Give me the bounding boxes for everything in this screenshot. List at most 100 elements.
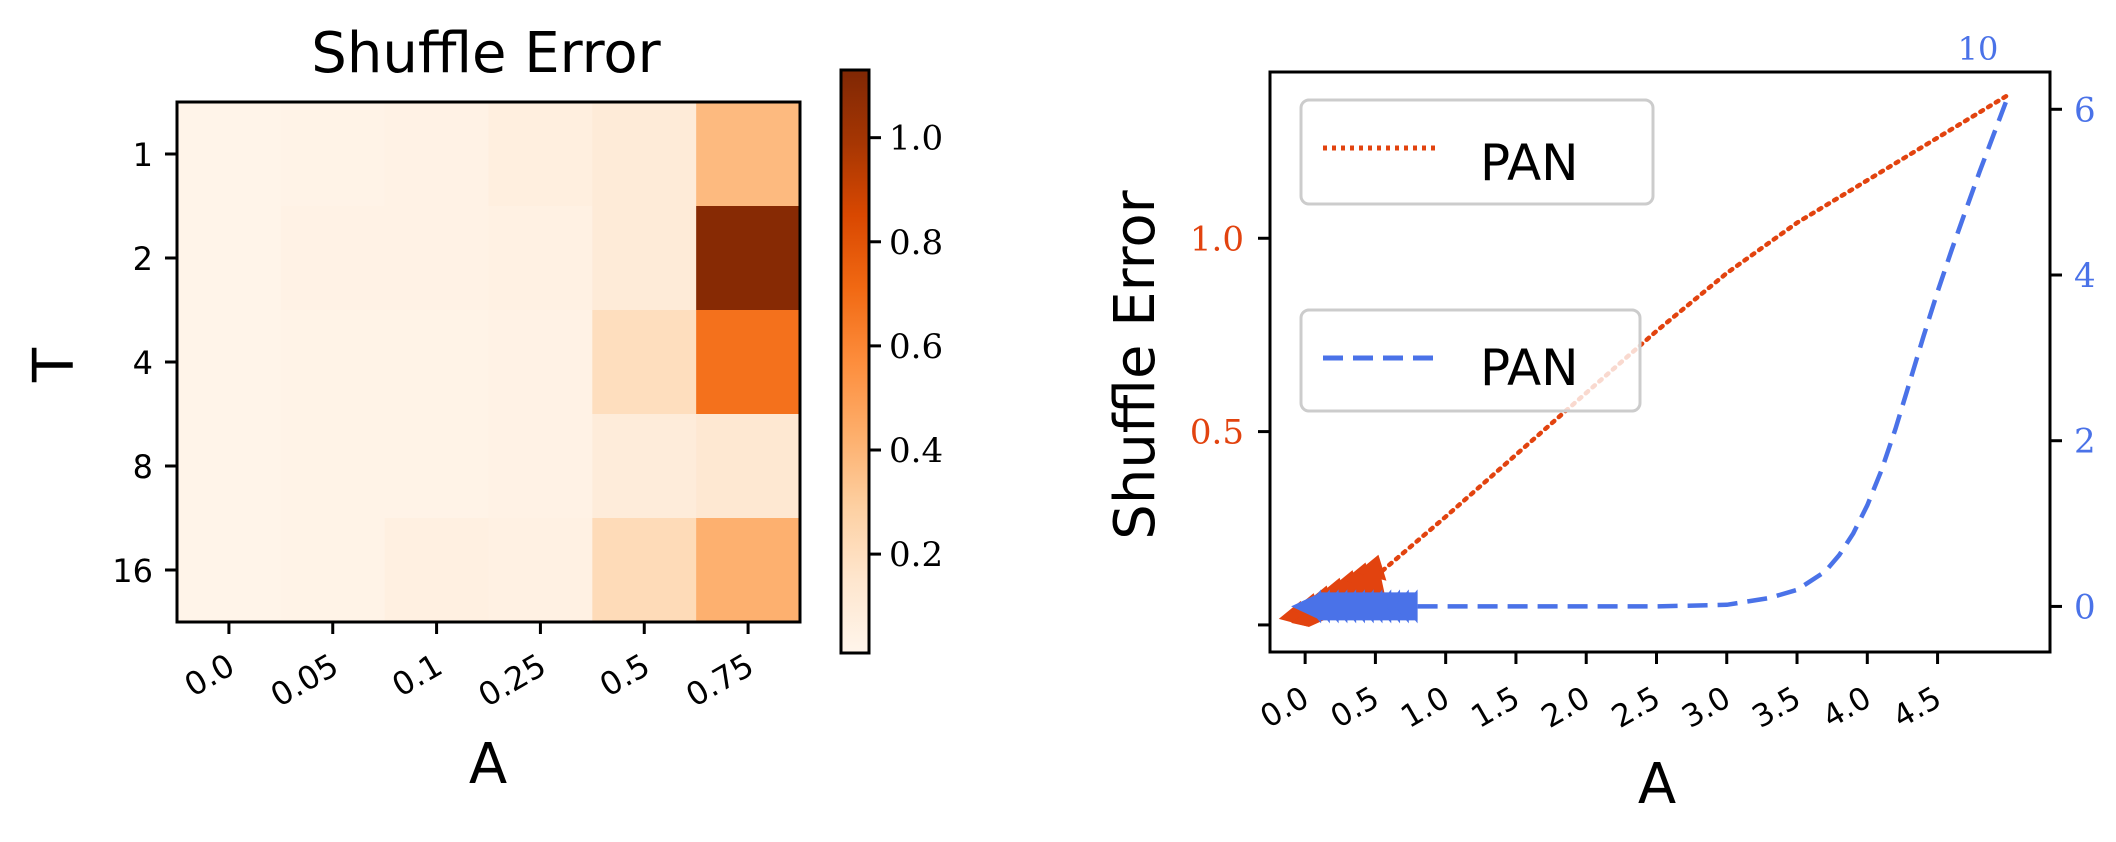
arrow-markers (1278, 554, 1418, 627)
line-x-ticks: 0.0 0.5 1.0 1.5 2.0 2.5 3.0 3.5 4.0 4.5 (1254, 652, 1948, 736)
heatmap-x-tick-label: 0.05 (264, 646, 345, 715)
line-right-y-tick-label: 2 (2074, 422, 2096, 462)
heatmap-cells (177, 102, 801, 623)
heatmap-panel: Shuffle Error 0.0 0.05 0.1 0.25 0.5 0.75 1 2 4 8… (22, 21, 943, 797)
line-x-tick-label: 2.0 (1536, 680, 1597, 736)
heatmap-cell (384, 414, 489, 519)
line-frame (1268, 70, 2052, 654)
heatmap-x-tick-label: 0.25 (472, 646, 553, 715)
heatmap-cell (592, 310, 697, 415)
heatmap-cell (696, 206, 801, 311)
line-left-y-tick-label: 1.0 (1190, 219, 1244, 259)
heatmap-x-tick-label: 0.75 (679, 646, 760, 715)
heatmap-cell (696, 518, 801, 623)
legend-entry-dotted: PAN (1299, 98, 1655, 206)
heatmap-cell (488, 206, 593, 311)
colorbar-tick-label: 1.0 (889, 119, 943, 159)
arrow-marker-blue-head (1377, 589, 1392, 624)
line-x-tick-label: 3.0 (1676, 680, 1737, 736)
line-x-tick-label: 0.5 (1325, 680, 1386, 736)
heatmap-cell (592, 102, 697, 207)
line-panel: 0.0 0.5 1.0 1.5 2.0 2.5 3.0 3.5 4.0 4.5 0.51.0 02… (1103, 30, 2096, 817)
heatmap-cell (696, 102, 801, 207)
heatmap-x-tick-label: 0.5 (593, 646, 656, 704)
line-x-tick-label: 1.5 (1465, 680, 1526, 736)
arrow-marker-blue-head (1403, 589, 1418, 624)
heatmap-cell (280, 414, 386, 519)
heatmap-y-tick-label: 2 (133, 240, 153, 278)
arrow-marker-blue-head (1333, 589, 1348, 624)
heatmap-cell (592, 206, 697, 311)
arrow-marker-blue-head (1307, 589, 1322, 624)
heatmap-cell (384, 206, 489, 311)
line-x-tick-label: 4.0 (1817, 680, 1878, 736)
line-right-y-tick-label: 4 (2074, 256, 2096, 296)
colorbar-tick-label: 0.4 (889, 431, 943, 471)
heatmap-cell (177, 206, 282, 311)
heatmap-cell (488, 414, 593, 519)
colorbar-tick-label: 0.8 (889, 223, 943, 263)
heatmap-y-tick-label: 16 (112, 552, 153, 590)
heatmap-cell (280, 518, 386, 623)
arrow-marker-blue-head (1368, 589, 1383, 624)
line-x-label: A (1638, 752, 1676, 817)
legend-label-1: PAN (1480, 134, 1579, 192)
heatmap-y-tick-label: 8 (133, 448, 153, 486)
heatmap-cell (384, 102, 489, 207)
heatmap-cell (177, 310, 282, 415)
line-y-label: Shuffle Error (1103, 189, 1168, 539)
heatmap-cell (696, 310, 801, 415)
line-x-tick-label: 1.0 (1395, 680, 1456, 736)
heatmap-cell (280, 102, 386, 207)
arrow-marker-blue-head (1394, 589, 1409, 624)
colorbar-tick-label: 0.2 (889, 535, 943, 575)
heatmap-cell (592, 518, 697, 623)
heatmap-x-tick-label: 0.1 (386, 646, 449, 704)
heatmap-cell (488, 102, 593, 207)
colorbar (839, 68, 871, 655)
line-x-tick-label: 2.5 (1606, 680, 1667, 736)
right-axis-offset-label: 10 (1958, 30, 1999, 68)
heatmap-x-label: A (469, 732, 507, 797)
line-series-dashed (1417, 96, 2010, 609)
arrow-marker-blue-head (1315, 589, 1330, 624)
legend-label-2: PAN (1480, 339, 1579, 397)
line-right-y-tick-label: 0 (2074, 587, 2096, 627)
line-left-y-ticks: 0.5 1.0 (1190, 219, 1270, 627)
heatmap-y-tick-label: 1 (133, 136, 153, 174)
arrow-marker-blue-head (1386, 589, 1401, 624)
heatmap-title: Shuffle Error (311, 21, 661, 86)
colorbar-ticks: 0.2 0.4 0.6 0.8 1.0 (869, 119, 943, 575)
heatmap-cell (488, 310, 593, 415)
heatmap-cell (177, 414, 282, 519)
arrow-marker-blue-head (1359, 589, 1374, 624)
line-left-y-tick-label: 0.5 (1190, 413, 1244, 453)
line-series (1380, 92, 2011, 609)
heatmap-cell (280, 206, 386, 311)
heatmap-cell (280, 310, 386, 415)
line-right-y-ticks: 0 2 4 6 (2050, 90, 2096, 627)
legend-entry-dashed: PAN (1299, 308, 1642, 413)
line-series-dotted (1380, 92, 2011, 574)
colorbar-tick-label: 0.6 (889, 327, 943, 367)
heatmap-cell (177, 518, 282, 623)
heatmap-cell (177, 102, 282, 207)
heatmap-y-tick-label: 4 (133, 344, 153, 382)
line-right-y-tick-label: 6 (2074, 90, 2096, 130)
line-x-tick-label: 4.5 (1887, 680, 1948, 736)
heatmap-cell (696, 414, 801, 519)
heatmap-x-tick-label: 0.0 (178, 646, 241, 704)
line-x-tick-label: 3.5 (1746, 680, 1807, 736)
heatmap-y-label: T (22, 347, 87, 383)
line-x-tick-label: 0.0 (1254, 680, 1315, 736)
heatmap-cell (384, 518, 489, 623)
heatmap-cell (488, 518, 593, 623)
heatmap-cell (384, 310, 489, 415)
heatmap-y-ticks: 1 2 4 8 16 (112, 136, 177, 590)
arrow-marker-blue-head (1350, 589, 1365, 624)
legend-box-2 (1299, 308, 1642, 413)
heatmap-x-ticks: 0.0 0.05 0.1 0.25 0.5 0.75 (178, 622, 760, 715)
legend-box-1 (1299, 98, 1655, 206)
heatmap-cell (592, 414, 697, 519)
